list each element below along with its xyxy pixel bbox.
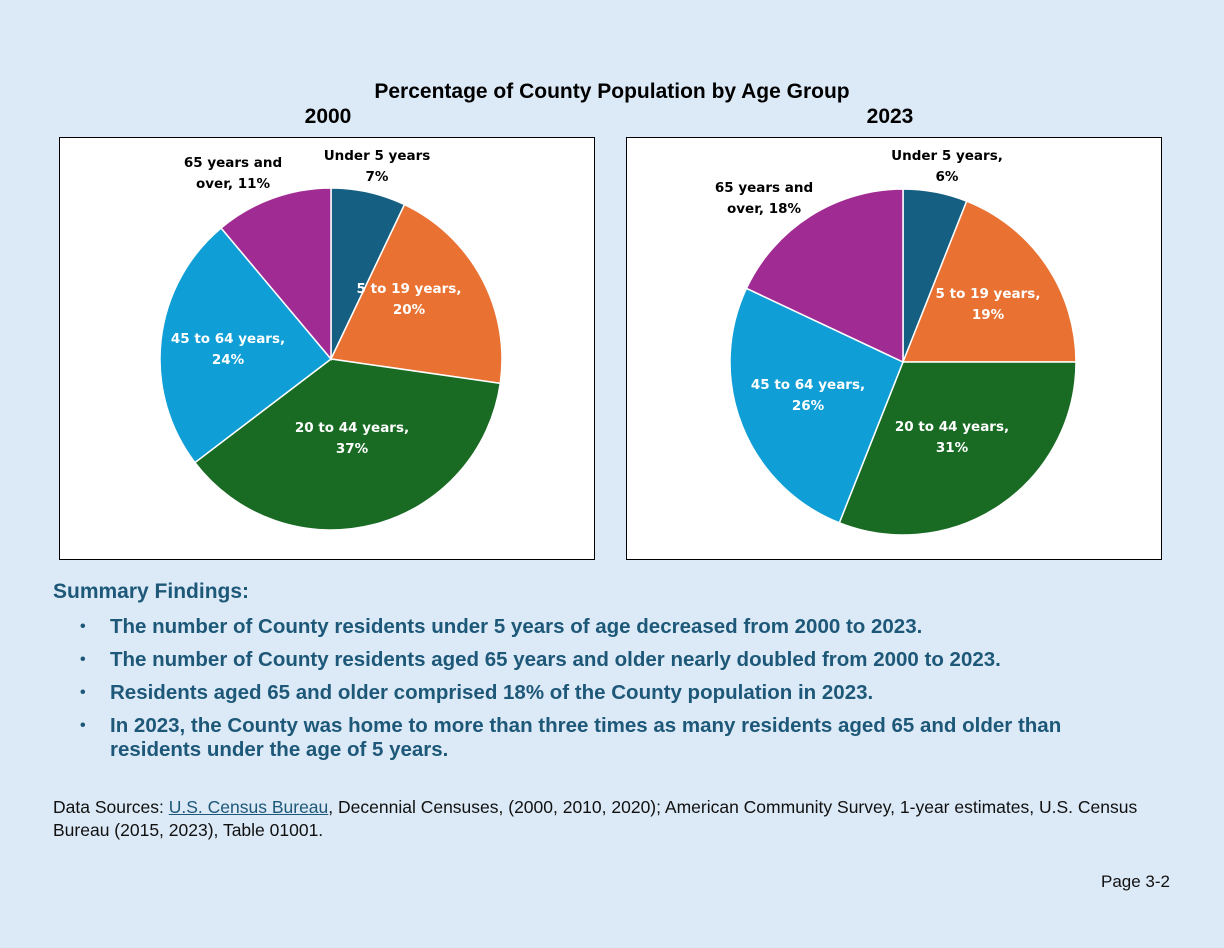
finding-item: • In 2023, the County was home to more th… (78, 714, 1158, 762)
data-label-2023-65-and-over: 65 years and over, 18% (715, 180, 813, 217)
pie-slice-2023-20-to-44 (838, 361, 1077, 536)
census-bureau-link[interactable]: U.S. Census Bureau (168, 797, 329, 817)
finding-item: • Residents aged 65 and older comprised 1… (78, 681, 1158, 705)
data-label-2000-20-to-44: 20 to 44 years, 37% (295, 420, 409, 457)
finding-text: The number of County residents under 5 y… (110, 615, 923, 638)
data-sources: Data Sources: U.S. Census Bureau, Decenn… (53, 796, 1173, 842)
findings-list: • The number of County residents under 5 … (78, 615, 1158, 771)
pie-svg-2023: Under 5 years, 6% 5 to 19 years, 19% 20 to 4… (715, 148, 1077, 536)
pie-slice-2000-65-and-over (220, 187, 332, 362)
finding-item: • The number of County residents under 5 … (78, 615, 1158, 639)
finding-text: Residents aged 65 and older comprised 18… (110, 681, 874, 704)
pie-slice-2023-65-and-over (745, 188, 904, 364)
sources-suffix: , Decennial Censuses, (2000, 2010, 2020)… (53, 797, 1138, 840)
finding-item: • The number of County residents aged 65 … (78, 648, 1158, 672)
sources-prefix: Data Sources: (53, 797, 169, 817)
summary-title: Summary Findings: (53, 580, 250, 603)
pie-slice-2023-5-to-19 (901, 200, 1077, 363)
pie-slice-2000-20-to-44 (193, 358, 502, 531)
finding-text: In 2023, the County was home to more tha… (110, 714, 1062, 761)
bullet-icon: • (80, 684, 86, 701)
data-label-2023-under-5: Under 5 years, 6% (891, 148, 1003, 185)
pie-chart-2023: Under 5 years, 6% 5 to 19 years, 19% 20 to 4… (626, 137, 1162, 560)
finding-text: The number of County residents aged 65 y… (110, 648, 1001, 671)
data-label-2000-5-to-19: 5 to 19 years, 20% (357, 281, 462, 318)
pie-slice-2000-5-to-19 (329, 203, 503, 385)
data-label-2023-20-to-44: 20 to 44 years, 31% (895, 419, 1009, 456)
data-label-2000-under-5: Under 5 years 7% (324, 148, 431, 185)
pie-chart-2000: Under 5 years 7% 5 to 19 years, 20% 20 to 44… (59, 137, 595, 560)
bullet-icon: • (80, 651, 86, 668)
chart-title-2023: 2023 (866, 105, 914, 128)
data-label-2000-65-and-over: 65 years and over, 11% (184, 155, 282, 192)
page-number: Page 3-2 (1101, 872, 1170, 891)
data-label-2000-45-to-64: 45 to 64 years, 24% (171, 331, 285, 368)
data-label-2023-5-to-19: 5 to 19 years, 19% (936, 286, 1041, 323)
pie-slice-2000-45-to-64 (159, 226, 333, 464)
data-label-2023-45-to-64: 45 to 64 years, 26% (751, 377, 865, 414)
chart-title-2000: 2000 (304, 105, 352, 128)
pie-slice-2023-45-to-64 (729, 287, 904, 524)
pie-svg-2000: Under 5 years 7% 5 to 19 years, 20% 20 to 44… (159, 148, 503, 531)
bullet-icon: • (80, 717, 86, 734)
chart-main-title: Percentage of County Population by Age G… (374, 80, 850, 103)
bullet-icon: • (80, 618, 86, 635)
